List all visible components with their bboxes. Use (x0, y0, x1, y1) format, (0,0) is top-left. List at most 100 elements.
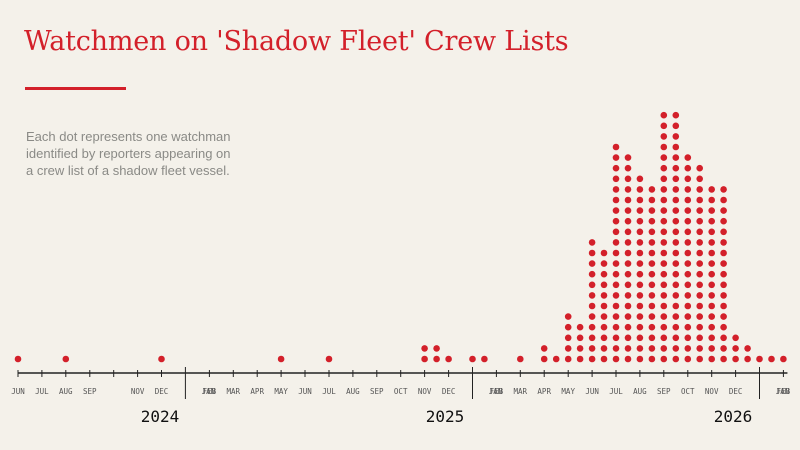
watchman-dot (624, 217, 632, 225)
watchman-dot (600, 249, 608, 257)
watchman-dot (672, 249, 680, 257)
watchman-dot (445, 355, 452, 363)
watchman-dot (696, 355, 703, 363)
month-label: JUN (298, 387, 312, 396)
watchman-dot (756, 355, 763, 363)
watchman-dot (720, 239, 727, 246)
watchman-dot (684, 281, 692, 289)
watchman-dot (660, 122, 668, 130)
watchman-dot (636, 217, 644, 225)
month-label: JUL (609, 387, 623, 396)
watchman-dot (612, 175, 620, 183)
chart-title: Watchmen on 'Shadow Fleet' Crew Lists (24, 26, 569, 57)
watchman-dot (612, 260, 620, 267)
watchman-dot (588, 345, 596, 352)
watchman-dot (421, 345, 428, 352)
watchman-dot (660, 196, 668, 204)
watchman-dot (720, 355, 727, 363)
watchman-dot (696, 196, 703, 204)
month-label: JAN (202, 387, 216, 396)
watchman-dot (660, 154, 668, 161)
month-label: DEC (155, 387, 169, 396)
watchman-dot (660, 175, 668, 183)
watchman-dot (672, 207, 680, 214)
watchman-dot (636, 292, 644, 299)
watchman-dot (672, 270, 680, 278)
watchman-dot (660, 133, 668, 140)
watchman-dot (672, 217, 680, 225)
watchman-dot (624, 292, 632, 299)
watchman-dot (660, 355, 668, 363)
watchman-dot (696, 239, 703, 246)
watchman-dot (636, 249, 644, 257)
month-label: MAY (561, 387, 575, 396)
watchman-dot (708, 292, 715, 299)
watchman-dot (612, 154, 620, 161)
watchman-dot (636, 302, 644, 310)
watchman-dot (158, 355, 165, 363)
watchman-dot (636, 323, 644, 331)
watchman-dot (636, 345, 644, 352)
watchman-dot (612, 228, 620, 236)
watchman-dot (576, 345, 584, 352)
month-label: AUG (59, 387, 73, 396)
watchman-dot (612, 355, 620, 363)
watchman-dot (62, 355, 70, 363)
watchman-dot (624, 270, 632, 278)
watchman-dot (612, 345, 620, 352)
watchman-dot (684, 249, 692, 257)
watchman-dot (696, 164, 703, 172)
watchman-dot (648, 323, 656, 331)
watchman-dot (720, 186, 727, 193)
watchman-dot (672, 302, 680, 310)
watchman-dot (720, 217, 727, 225)
watchman-dot (672, 111, 680, 119)
dots-layer (14, 111, 787, 363)
watchman-dot (708, 249, 715, 257)
watchman-dot (552, 355, 560, 363)
month-label: JUN (11, 387, 25, 396)
watchman-dot (636, 334, 644, 342)
watchman-dot (660, 186, 668, 193)
watchman-dot (684, 175, 692, 183)
watchman-dot (720, 249, 727, 257)
month-label: JUL (35, 387, 49, 396)
watchman-dot (588, 355, 596, 363)
watchman-dot (708, 260, 715, 267)
watchman-dot (636, 270, 644, 278)
watchman-dot (696, 334, 703, 342)
watchman-dot (588, 323, 596, 331)
watchman-dot (600, 260, 608, 267)
watchman-dot (636, 281, 644, 289)
watchman-dot (684, 292, 692, 299)
watchman-dot (600, 355, 608, 363)
watchman-dot (696, 175, 703, 183)
watchman-dot (708, 323, 715, 331)
watchman-dot (672, 175, 680, 183)
watchman-dot (684, 217, 692, 225)
watchman-dot (648, 239, 656, 246)
watchman-dot (672, 154, 680, 161)
watchman-dot (660, 323, 668, 331)
watchman-dot (696, 228, 703, 236)
watchman-dot (720, 334, 727, 342)
watchman-dot (660, 302, 668, 310)
watchman-dot (648, 249, 656, 257)
watchman-dot (612, 302, 620, 310)
watchman-dot (469, 355, 476, 363)
month-label: SEP (83, 387, 97, 396)
watchman-dot (660, 217, 668, 225)
watchman-dot (672, 228, 680, 236)
watchman-dot (648, 270, 656, 278)
watchman-dot (684, 196, 692, 204)
watchman-dot (660, 207, 668, 214)
watchman-dot (768, 355, 775, 363)
watchman-dot (684, 334, 692, 342)
month-label: APR (250, 387, 264, 396)
watchman-dot (708, 228, 715, 236)
description-line: Each dot represents one watchman (26, 129, 231, 144)
watchman-dot (624, 196, 632, 204)
watchman-dot (708, 217, 715, 225)
watchman-dot (636, 175, 644, 183)
watchman-dot (612, 196, 620, 204)
